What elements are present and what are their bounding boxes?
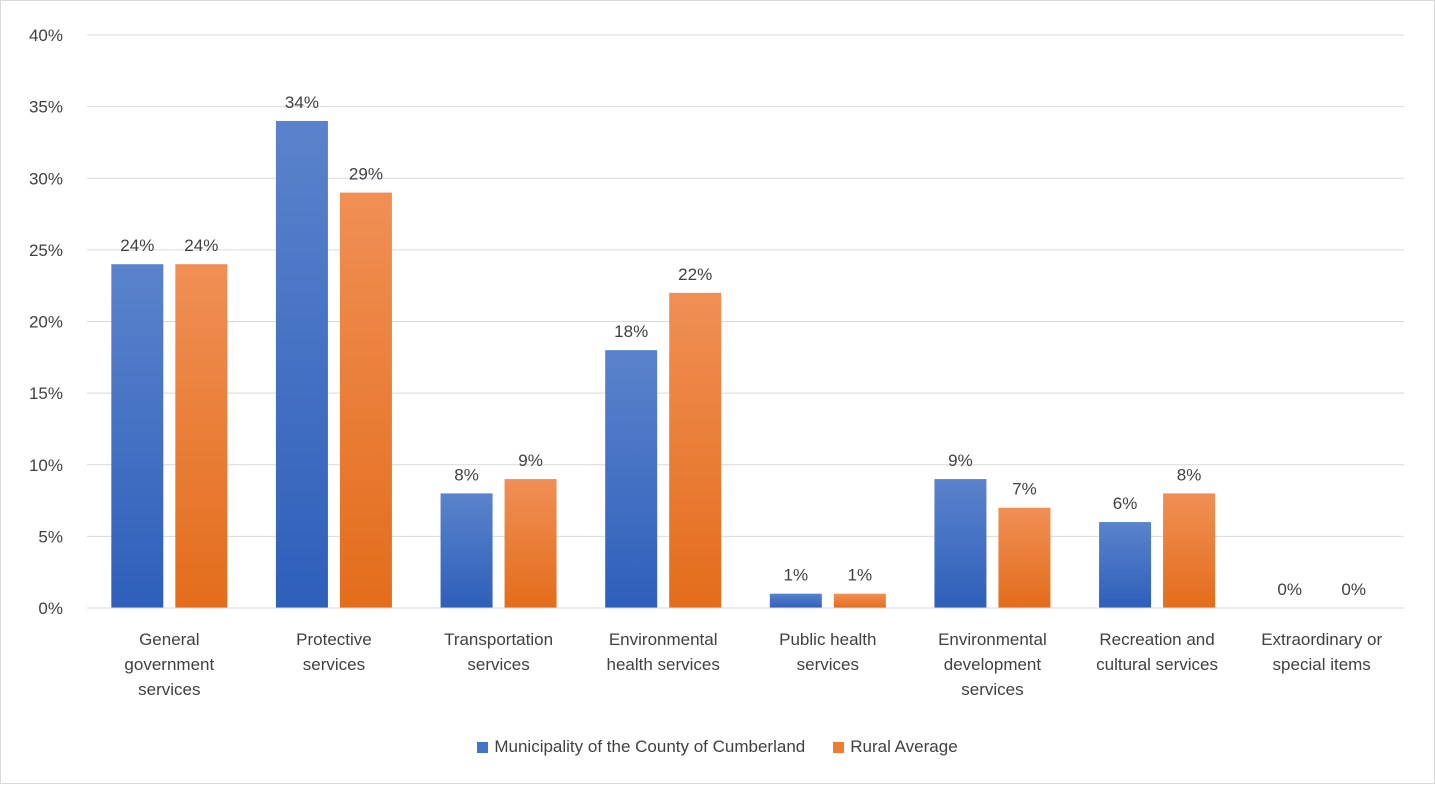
y-tick-label: 15% [29, 384, 63, 403]
x-tick-label: services [303, 655, 365, 674]
x-tick-label: health services [606, 655, 719, 674]
x-tick-label: development [944, 655, 1042, 674]
bar [605, 350, 658, 608]
data-label: 6% [1113, 494, 1138, 513]
y-tick-label: 0% [38, 599, 63, 618]
x-tick-label: Recreation and [1099, 630, 1214, 649]
x-tick-label: Protective [296, 630, 372, 649]
data-label: 22% [678, 265, 712, 284]
legend-item-series-1: Rural Average [833, 737, 958, 757]
bar [769, 593, 822, 608]
data-label: 29% [349, 165, 383, 184]
legend-label: Rural Average [850, 737, 958, 756]
data-label: 18% [614, 322, 648, 341]
bar [440, 493, 493, 608]
x-tick-label: Extraordinary or [1261, 630, 1382, 649]
x-tick-label: services [138, 680, 200, 699]
x-tick-label: Environmental [609, 630, 718, 649]
bar [175, 264, 228, 608]
bar [339, 192, 392, 608]
y-tick-label: 25% [29, 241, 63, 260]
x-axis: General government services Protective servi… [87, 607, 1404, 699]
x-tick-label: cultural services [1096, 655, 1218, 674]
bar [275, 120, 328, 608]
data-label: 0% [1341, 580, 1366, 599]
y-tick-label: 35% [29, 98, 63, 117]
data-label: 8% [454, 465, 479, 484]
bars [111, 120, 1216, 608]
data-label: 9% [948, 451, 973, 470]
x-tick-label: services [467, 655, 529, 674]
data-labels: 24% 24% 34% 29% 8% 9% 18% 22% 1% 1% 9% 7% 6% 8% 0% 0% [120, 93, 1366, 599]
data-label: 1% [784, 566, 809, 585]
bar [934, 479, 987, 608]
data-label: 24% [184, 236, 218, 255]
x-tick-label: government [124, 655, 214, 674]
y-tick-label: 10% [29, 456, 63, 475]
bar [111, 264, 164, 608]
x-tick-label: Transportation [444, 630, 553, 649]
x-tick-label: special items [1273, 655, 1371, 674]
bar [1099, 522, 1152, 608]
bar [669, 292, 722, 608]
x-tick-label: services [797, 655, 859, 674]
data-label: 8% [1177, 465, 1202, 484]
bar [504, 479, 557, 608]
legend: Municipality of the County of Cumberland… [1, 737, 1434, 757]
legend-label: Municipality of the County of Cumberland [494, 737, 806, 756]
legend-swatch-orange [833, 741, 845, 753]
legend-item-series-0: Municipality of the County of Cumberland [477, 737, 805, 757]
x-tick-label: Environmental [938, 630, 1047, 649]
data-label: 34% [285, 93, 319, 112]
y-tick-label: 5% [38, 527, 63, 546]
x-tick-label: Public health [779, 630, 876, 649]
y-tick-label: 20% [29, 313, 63, 332]
data-label: 7% [1012, 480, 1037, 499]
bar [1163, 493, 1216, 608]
x-tick-label: General [139, 630, 199, 649]
bar [998, 507, 1051, 608]
bar [833, 593, 886, 608]
data-label: 9% [518, 451, 543, 470]
data-label: 24% [120, 236, 154, 255]
data-label: 1% [848, 566, 873, 585]
data-label: 0% [1277, 580, 1302, 599]
y-tick-label: 40% [29, 26, 63, 45]
y-tick-label: 30% [29, 169, 63, 188]
legend-swatch-blue [477, 741, 489, 753]
x-tick-label: services [961, 680, 1023, 699]
y-axis: 0% 5% 10% 15% 20% 25% 30% 35% 40% [29, 26, 63, 618]
